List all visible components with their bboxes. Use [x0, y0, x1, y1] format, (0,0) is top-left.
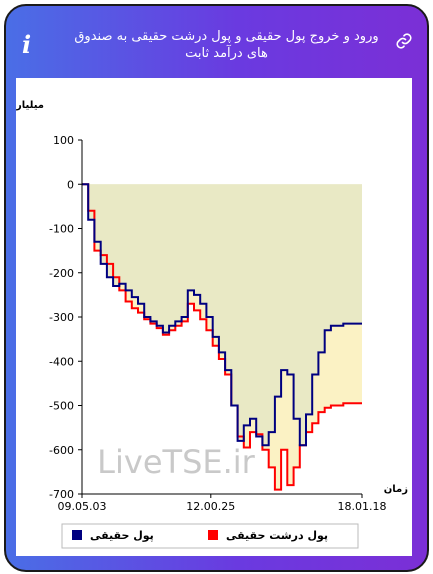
legend-swatch-1 — [208, 530, 218, 540]
legend-label-0: پول حقیقی — [90, 529, 154, 542]
y-tick-label: -700 — [49, 488, 74, 501]
legend-box — [61, 523, 359, 549]
y-tick-label: -100 — [49, 223, 74, 236]
y-tick-label: 0 — [67, 178, 74, 191]
y-tick-label: -300 — [49, 311, 74, 324]
y-tick-label: 100 — [53, 134, 74, 147]
plot-area: 100 0 -100 -200 -300 -400 -500 -600 -700 09.05.03… — [6, 78, 412, 556]
area-fill-between — [82, 184, 362, 446]
x-tick-label: 12.00.25 — [186, 500, 235, 513]
info-icon[interactable]: i — [22, 30, 32, 59]
y-tick-label: -400 — [49, 355, 74, 368]
legend-label-1: پول درشت حقیقی — [226, 529, 328, 542]
y-tick-label: -600 — [49, 444, 74, 457]
x-tick-label: 09.05.03 — [58, 500, 107, 513]
y-tick-label: -200 — [49, 267, 74, 280]
chart-card: i ورود و خروج پول حقیقی و پول درشت حقیقی… — [4, 4, 429, 572]
x-axis-label: زمان — [384, 484, 408, 495]
legend-swatch-0 — [72, 530, 82, 540]
series-line-0 — [82, 183, 362, 447]
link-icon[interactable] — [395, 32, 413, 50]
card-header: i ورود و خروج پول حقیقی و پول درشت حقیقی… — [6, 6, 427, 78]
watermark: LiveTSE.ir — [97, 443, 255, 481]
legend: پول حقیقی پول درشت حقیقی — [61, 523, 359, 549]
y-tick-label: -500 — [49, 400, 74, 413]
chart-svg: 100 0 -100 -200 -300 -400 -500 -600 -70009.05.03… — [6, 100, 408, 549]
chart-title: ورود و خروج پول حقیقی و پول درشت حقیقی ب… — [74, 29, 379, 61]
x-tick-label: 18.01.18 — [338, 500, 387, 513]
y-axis-label: میلیارد تومان — [16, 100, 44, 111]
